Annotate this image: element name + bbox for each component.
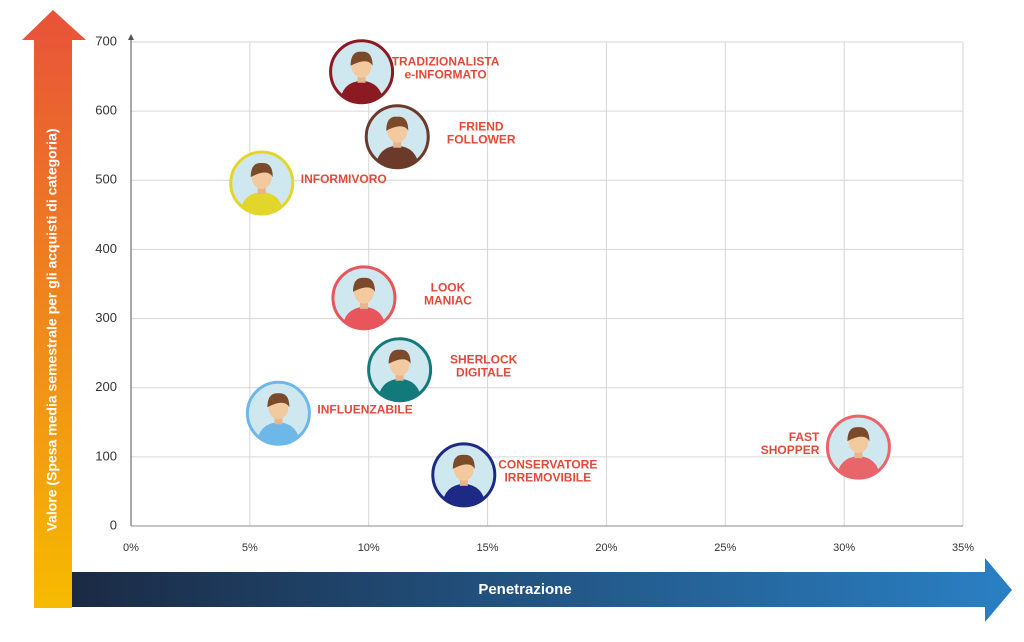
avatar-hair	[267, 393, 290, 408]
avatar	[375, 116, 420, 168]
y-tick-label: 700	[95, 33, 117, 48]
point-label: INFORMIVORO	[301, 172, 387, 186]
point-label: TRADIZIONALISTA	[392, 54, 500, 68]
x-tick-label: 5%	[242, 542, 258, 554]
point-label: IRREMOVIBILE	[504, 471, 591, 485]
avatar-body	[239, 192, 284, 215]
y-tick-label: 500	[95, 172, 117, 187]
avatar-neck	[274, 415, 283, 425]
y-arrow	[22, 10, 86, 608]
point-label: FAST	[789, 430, 820, 444]
y-tick-label: 400	[95, 241, 117, 256]
point-label: LOOK	[431, 281, 466, 295]
y-tick-label: 300	[95, 310, 117, 325]
y-tick-label: 600	[95, 103, 117, 118]
y-axis-arrow	[128, 34, 134, 40]
x-tick-label: 0%	[123, 542, 139, 554]
x-tick-label: 35%	[952, 542, 974, 554]
avatar	[256, 393, 301, 445]
avatar	[836, 427, 881, 479]
avatar-body	[339, 80, 384, 103]
avatar-hair	[352, 277, 375, 292]
avatar	[441, 454, 486, 506]
point-label: SHERLOCK	[450, 352, 518, 366]
x-tick-label: 10%	[358, 542, 380, 554]
avatar-neck	[395, 371, 404, 381]
point-label: MANIAC	[424, 294, 472, 308]
point-label: e-INFORMATO	[404, 67, 486, 81]
point-label: FRIEND	[459, 119, 504, 133]
y-tick-label: 100	[95, 448, 117, 463]
avatar-body	[377, 378, 422, 401]
x-tick-label: 25%	[714, 542, 736, 554]
avatar	[239, 162, 284, 215]
avatar-body	[341, 306, 386, 329]
avatar-neck	[359, 299, 368, 309]
avatar-body	[836, 456, 881, 479]
x-tick-label: 30%	[833, 542, 855, 554]
avatar	[339, 51, 384, 103]
x-tick-label: 20%	[595, 542, 617, 554]
avatar-body	[375, 145, 420, 168]
point-label: DIGITALE	[456, 365, 511, 379]
point-label: INFLUENZABILE	[317, 402, 412, 416]
avatar-neck	[357, 73, 366, 83]
avatar-neck	[459, 476, 468, 486]
x-arrow	[72, 558, 1012, 622]
avatar-hair	[250, 162, 273, 178]
y-tick-label: 0	[110, 517, 117, 532]
avatar-hair	[386, 116, 409, 131]
avatar-hair	[350, 51, 373, 66]
point-label: FOLLOWER	[447, 132, 516, 146]
point-label: CONSERVATORE	[498, 458, 597, 472]
point-label: SHOPPER	[761, 443, 820, 457]
avatar-neck	[393, 138, 402, 148]
avatar-hair	[388, 349, 411, 364]
avatar	[377, 349, 422, 401]
avatar-neck	[257, 185, 266, 195]
avatar-hair	[847, 427, 870, 442]
avatar-hair	[452, 454, 475, 469]
avatar-body	[256, 422, 301, 445]
avatar-body	[441, 483, 486, 506]
x-axis-label: Penetrazione	[478, 581, 571, 598]
avatar-neck	[854, 449, 863, 459]
x-tick-label: 15%	[477, 542, 499, 554]
avatar	[341, 277, 386, 329]
y-tick-label: 200	[95, 379, 117, 394]
y-axis-label: Valore (Spesa media semestrale per gli a…	[44, 128, 60, 531]
